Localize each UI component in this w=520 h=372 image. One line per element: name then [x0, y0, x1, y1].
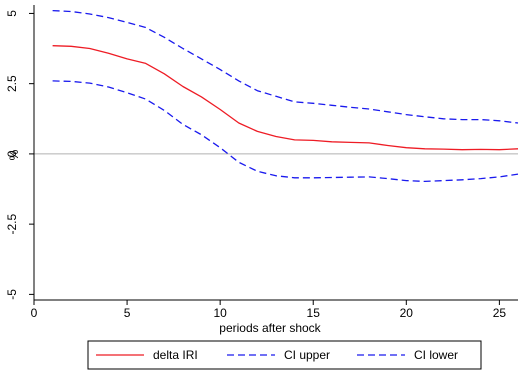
y-tick-label: 5 [5, 10, 19, 17]
x-tick-label: 25 [493, 306, 507, 320]
series-layer [52, 9, 519, 183]
x-tick-label: 5 [124, 306, 131, 320]
x-tick-label: 15 [307, 306, 321, 320]
y-axis-title: % [7, 149, 21, 160]
series-line-delta-iri [52, 45, 519, 151]
x-tick-label: 20 [400, 306, 414, 320]
y-tick-label: 0 [5, 150, 19, 157]
x-tick-label: 0 [31, 306, 38, 320]
series-line-ci-upper [52, 9, 519, 124]
x-axis-title: periods after shock [219, 321, 321, 335]
plot-area [33, 4, 519, 301]
legend-box [87, 340, 482, 370]
series-line-ci-lower [52, 80, 519, 183]
legend: delta IRI CI upper CI lower [87, 340, 482, 370]
tick-layer: 0 5 10 15 20 25 -5 -2.5 0 2.5 5 [5, 10, 506, 320]
y-tick-label: -2.5 [5, 213, 19, 234]
y-tick-label: 2.5 [5, 75, 19, 92]
legend-label-delta-iri: delta IRI [153, 348, 198, 362]
legend-label-ci-lower: CI lower [414, 348, 458, 362]
axes [33, 5, 518, 301]
legend-label-ci-upper: CI upper [284, 348, 330, 362]
x-tick-label: 10 [213, 306, 227, 320]
y-tick-label: -5 [5, 289, 19, 300]
